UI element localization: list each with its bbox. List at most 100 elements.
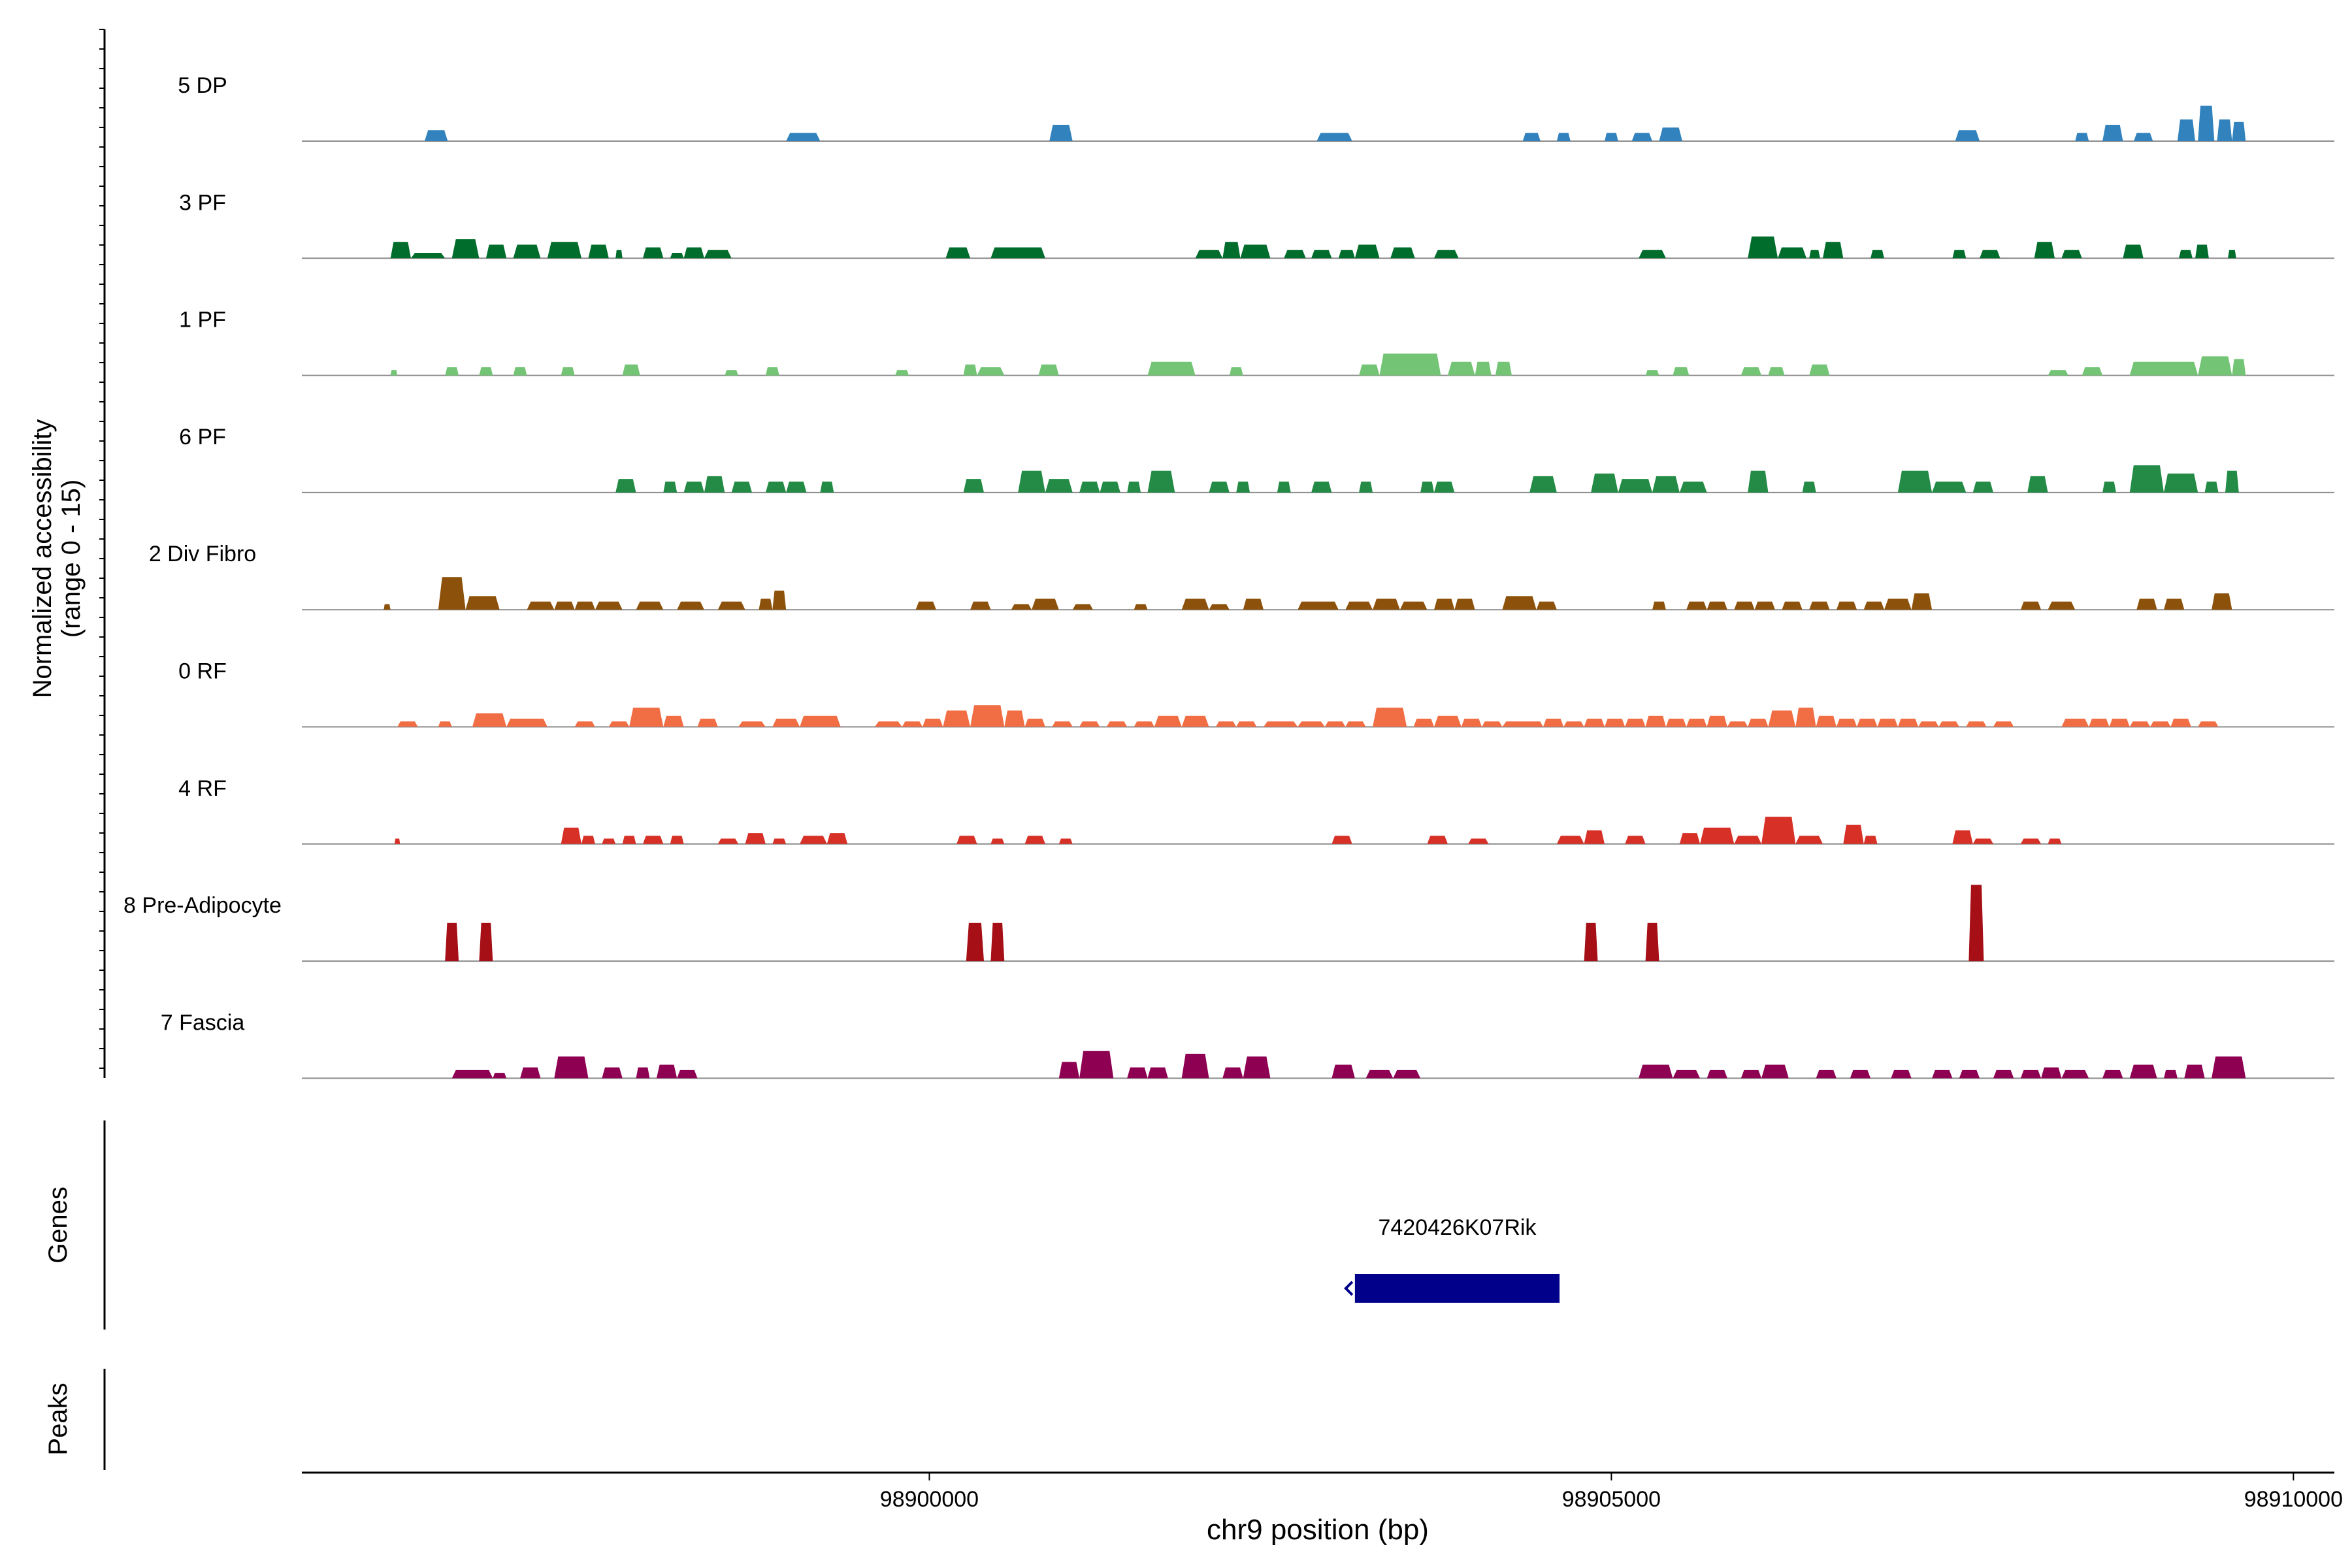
accessibility-peak [800, 836, 827, 844]
accessibility-peak [2195, 244, 2209, 259]
track-label: 3 PF [179, 190, 226, 215]
accessibility-peak [945, 247, 971, 259]
genes-panel-label: Genes [44, 1186, 73, 1264]
accessibility-peak [1127, 1067, 1148, 1079]
accessibility-peak [1215, 721, 1237, 727]
accessibility-peak [1707, 601, 1727, 610]
track-8-pre-adipocyte: 8 Pre-Adipocyte [123, 885, 2334, 962]
accessibility-peak [1639, 1064, 1673, 1079]
accessibility-peak [1345, 601, 1373, 610]
accessibility-peak [786, 482, 807, 493]
accessibility-peak [1605, 133, 1618, 141]
accessibility-peak [786, 133, 821, 141]
accessibility-peak [1058, 838, 1073, 844]
accessibility-peak [1952, 250, 1967, 259]
accessibility-peak [2212, 593, 2232, 610]
accessibility-peak [1748, 719, 1769, 727]
accessibility-peak [1529, 476, 1557, 493]
accessibility-peak [1243, 1056, 1271, 1079]
accessibility-peak [479, 367, 493, 376]
accessibility-peak [1468, 838, 1489, 844]
accessibility-peak [527, 601, 555, 610]
accessibility-peak [1972, 482, 1993, 493]
accessibility-peak [1229, 367, 1243, 376]
accessibility-peak [1748, 470, 1769, 493]
accessibility-peak [1778, 247, 1806, 259]
accessibility-peak [1938, 721, 1959, 727]
accessibility-peak [1359, 364, 1380, 376]
accessibility-peak [2232, 122, 2246, 141]
y-axis-range-label: (range 0 - 15) [57, 480, 86, 638]
accessibility-peak [826, 833, 848, 844]
accessibility-peak [2061, 250, 2082, 259]
accessibility-peak [2123, 244, 2144, 259]
accessibility-peak [622, 836, 636, 844]
accessibility-peak [1072, 604, 1093, 610]
accessibility-peak [479, 923, 493, 962]
accessibility-peak [1748, 237, 1778, 259]
y-axis-ticks [99, 29, 105, 1069]
accessibility-peak [772, 591, 787, 610]
accessibility-peak [2041, 1067, 2062, 1079]
accessibility-peak [2082, 367, 2103, 376]
accessibility-peak [1802, 482, 1816, 493]
accessibility-peak [1754, 601, 1775, 610]
accessibility-peak [677, 1070, 698, 1079]
accessibility-peak [1795, 708, 1816, 727]
accessibility-peak [2179, 250, 2193, 259]
accessibility-peak [1884, 598, 1912, 610]
accessibility-peak [2129, 721, 2151, 727]
accessibility-peak [663, 482, 678, 493]
accessibility-peak [2232, 359, 2246, 376]
accessibility-peak [1932, 1070, 1953, 1079]
accessibility-peak [990, 923, 1005, 962]
accessibility-peak [1147, 1067, 1168, 1079]
accessibility-peak [990, 838, 1005, 844]
accessibility-peak [1645, 715, 1666, 727]
accessibility-peak [1639, 250, 1666, 259]
accessibility-peak [1652, 601, 1666, 610]
accessibility-peak [1004, 710, 1025, 727]
accessibility-peak [513, 244, 541, 259]
accessibility-peak [717, 838, 739, 844]
accessibility-peak [923, 719, 943, 727]
accessibility-peak [1058, 1062, 1080, 1079]
accessibility-peak [2198, 721, 2219, 727]
accessibility-peak [636, 601, 664, 610]
accessibility-peak [451, 1070, 493, 1079]
accessibility-peak [800, 715, 841, 727]
accessibility-peak [2048, 601, 2076, 610]
accessibility-peak [970, 705, 1005, 727]
accessibility-peak [622, 364, 640, 376]
accessibility-peak [1298, 721, 1325, 727]
accessibility-peak [1823, 242, 1844, 259]
accessibility-peak [1857, 719, 1878, 727]
accessibility-peak [2212, 1056, 2246, 1079]
accessibility-peak [765, 482, 787, 493]
accessibility-peak [561, 827, 581, 844]
accessibility-peak [1079, 1051, 1114, 1079]
accessibility-peak [1959, 1070, 1980, 1079]
accessibility-peak [1768, 367, 1785, 376]
accessibility-peak [1618, 479, 1652, 493]
accessibility-peak [2228, 250, 2236, 259]
accessibility-peak [1836, 601, 1857, 610]
accessibility-peak [2217, 119, 2232, 141]
peaks-panel-label: Peaks [44, 1382, 73, 1455]
accessibility-peak [1809, 364, 1830, 376]
accessibility-peak [465, 596, 500, 610]
accessibility-peak [874, 721, 902, 727]
accessibility-peak [1379, 353, 1441, 376]
accessibility-peak [1365, 1070, 1394, 1079]
accessibility-peak [2225, 470, 2239, 493]
accessibility-peak [704, 476, 725, 493]
track-6-pf: 6 PF [179, 425, 2334, 493]
accessibility-peak [963, 364, 977, 376]
accessibility-peak [1079, 482, 1100, 493]
accessibility-peak [602, 838, 616, 844]
accessibility-peak [1816, 715, 1837, 727]
gene-label: 7420426K07Rik [1378, 1215, 1537, 1240]
accessibility-peak [1209, 604, 1230, 610]
track-0-rf: 0 RF [178, 659, 2334, 728]
